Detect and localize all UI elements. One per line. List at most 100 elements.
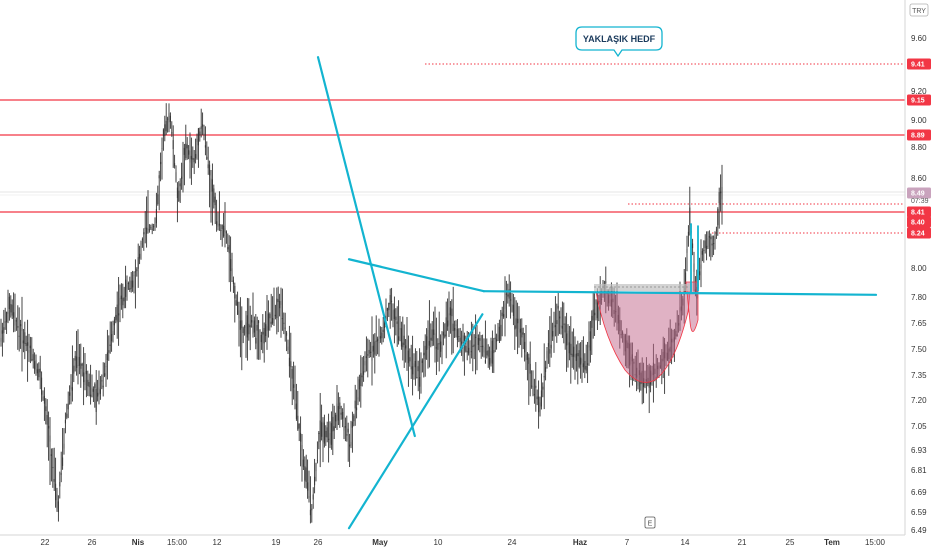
candle-body	[440, 341, 442, 352]
candle-body	[216, 221, 218, 226]
time-axis[interactable]: 22 26 Nis 15:00 12 19 26 May 10 24 Haz 7 14 21 25 Tem 15…	[0, 534, 905, 547]
candle-body	[199, 131, 201, 136]
candle-body	[36, 369, 38, 374]
currency-label: TRY	[912, 8, 926, 15]
candle-body	[512, 304, 514, 316]
price-axis[interactable]: 9.60 9.20 9.00 8.80 8.60 8.00 7.80 7.65 7.50 7.35…	[904, 0, 927, 535]
candle-body	[700, 264, 702, 269]
candle-body	[412, 366, 414, 375]
x-tick-label: 15:00	[865, 538, 886, 547]
candle-body	[137, 257, 139, 269]
candle-body	[605, 281, 607, 283]
candle-body	[85, 371, 87, 375]
candle-body	[59, 482, 61, 487]
candle-body	[91, 387, 93, 398]
candle-body	[125, 279, 127, 297]
currency-badge[interactable]: TRY	[909, 3, 929, 17]
candle-body	[62, 457, 64, 466]
candle-body	[410, 366, 412, 370]
y-tick-label: 8.80	[911, 143, 927, 152]
candle-body	[151, 228, 153, 230]
candle-body	[689, 207, 691, 226]
candle-body	[209, 164, 211, 176]
candle-body	[28, 349, 30, 353]
candle-body	[427, 330, 429, 349]
trend-line-lower[interactable]	[347, 313, 484, 530]
candle-body	[242, 328, 244, 333]
candle-body	[244, 326, 246, 328]
trend-line-upper-ext[interactable]	[482, 290, 878, 296]
candle-body	[133, 274, 135, 276]
annotation-label: YAKLAŞIK HEDF	[583, 34, 656, 44]
candle-body	[1, 330, 3, 334]
cup-shape[interactable]	[595, 291, 691, 383]
candle-body	[326, 427, 328, 438]
candle-body	[161, 148, 163, 150]
candle-body	[179, 183, 181, 187]
candle-body	[162, 128, 164, 137]
y-tick-label: 6.59	[911, 508, 927, 517]
price-tag	[907, 187, 931, 199]
candle-body	[720, 191, 722, 194]
candle-body	[482, 345, 484, 348]
candle-body	[550, 344, 552, 349]
candle-body	[372, 345, 374, 352]
candle-body	[95, 388, 97, 412]
candle-body	[547, 342, 549, 347]
candle-body	[266, 326, 268, 332]
candle-body	[45, 406, 47, 412]
candle-body	[21, 328, 23, 332]
candle-body	[273, 319, 275, 321]
candle-body	[53, 478, 55, 482]
y-tick-label: 8.60	[911, 174, 927, 183]
trend-line-falling[interactable]	[316, 56, 416, 438]
candle-body	[115, 314, 117, 320]
candle-body	[713, 243, 715, 245]
candle-body	[98, 387, 100, 396]
y-tick-label: 8.00	[911, 264, 927, 273]
candle-body	[32, 354, 34, 361]
candle-body	[167, 118, 169, 120]
candle-body	[328, 438, 330, 440]
candle-body	[489, 357, 491, 365]
candle-body	[25, 342, 27, 347]
y-tick-label: 7.20	[911, 396, 927, 405]
candle-body	[484, 360, 486, 364]
candle-body	[71, 387, 73, 391]
x-tick-label: 12	[213, 538, 222, 547]
candle-body	[252, 325, 254, 335]
candle-body	[571, 353, 573, 357]
candle-body	[490, 350, 492, 363]
candle-body	[343, 426, 345, 431]
handle-shape[interactable]	[685, 281, 699, 332]
candle-body	[63, 443, 65, 449]
candle-body	[69, 392, 71, 396]
candle-body	[330, 423, 332, 445]
candle-body	[336, 403, 338, 430]
price-tag-label: 8.24	[911, 231, 925, 238]
candle-body	[365, 356, 367, 358]
price-tag	[907, 129, 931, 141]
candle-body	[378, 342, 380, 344]
scale-button[interactable]: E	[644, 516, 656, 529]
candle-body	[220, 229, 222, 231]
target-annotation[interactable]: YAKLAŞIK HEDF	[575, 26, 663, 58]
candle-body	[452, 323, 454, 332]
candle-body	[710, 236, 712, 240]
candle-body	[84, 380, 86, 386]
trend-lines-layer	[316, 56, 878, 530]
candle-body	[206, 156, 208, 160]
candle-body	[293, 384, 295, 388]
candle-body	[160, 161, 162, 165]
candle-body	[31, 359, 33, 361]
candle-body	[318, 432, 320, 434]
candle-body	[6, 311, 8, 323]
candle-body	[165, 120, 167, 132]
candle-body	[400, 328, 402, 347]
candle-body	[298, 423, 300, 429]
candle-body	[414, 360, 416, 368]
candle-body	[14, 319, 16, 326]
candle-body	[545, 367, 547, 373]
